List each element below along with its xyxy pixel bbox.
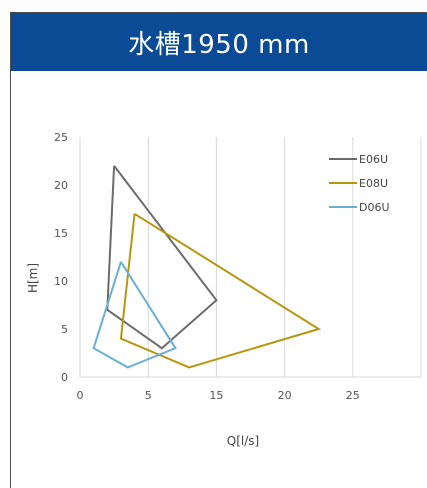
x-tick-label: 15 (209, 389, 223, 402)
y-tick-label: 10 (54, 275, 68, 288)
chart-card: 水槽1950 mm 0 5 15 20 25 0 5 10 15 20 25 E06U E08U D06… (10, 12, 427, 488)
series-line-d06u (92, 261, 177, 369)
y-tick-label: 15 (54, 227, 68, 240)
series-line-e08u (119, 212, 322, 369)
chart-plot: 0 5 15 20 25 0 5 10 15 20 25 E06U E08U D06U H[m] Q[l… (26, 131, 422, 448)
legend-label-e06u: E06U (359, 153, 388, 166)
x-tick-label: 0 (77, 389, 84, 402)
y-axis-title: H[m] (26, 263, 40, 293)
y-tick-label: 0 (61, 371, 68, 384)
x-tick-label: 5 (145, 389, 152, 402)
y-tick-label: 20 (54, 179, 68, 192)
y-tick-label: 5 (61, 323, 68, 336)
legend-label-d06u: D06U (359, 201, 390, 214)
x-axis-title: Q[l/s] (227, 434, 259, 448)
chart-title: 水槽1950 mm (128, 29, 310, 60)
y-tick-label: 25 (54, 131, 68, 144)
x-tick-label: 20 (278, 389, 292, 402)
legend-label-e08u: E08U (359, 177, 388, 190)
x-tick-label: 25 (346, 389, 360, 402)
chart-header: 水槽1950 mm (11, 13, 427, 71)
